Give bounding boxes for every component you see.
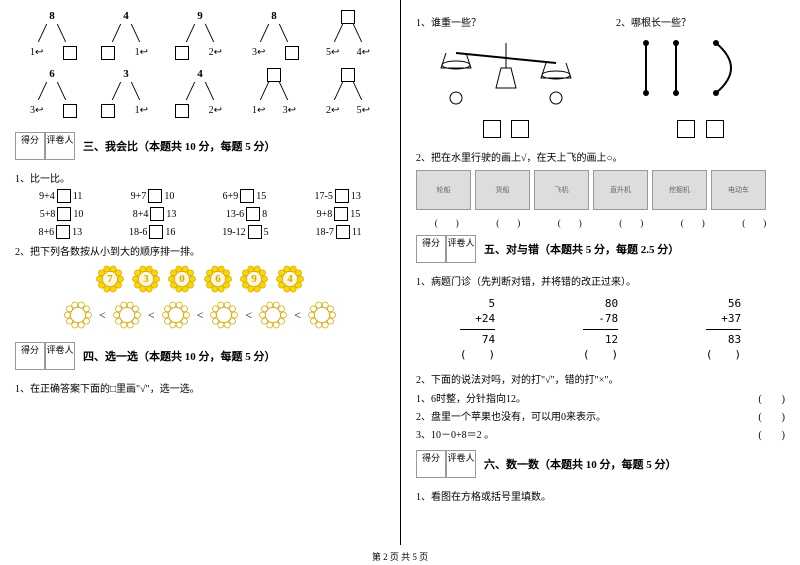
section-3-title: 三、我会比（本题共 10 分，每题 5 分）: [83, 138, 276, 154]
flower-number: 6: [203, 264, 233, 294]
balance-icon: [416, 33, 596, 113]
number-tree: 5↩4↩: [318, 10, 378, 60]
number-tree: 92↩: [170, 10, 230, 60]
compare-item: 17-5 13: [314, 189, 360, 203]
flower-number: 4: [275, 264, 305, 294]
score-box: 得分 评卷人: [416, 235, 476, 263]
number-tree: 83↩: [244, 10, 304, 60]
vehicle-image: 飞机: [534, 170, 589, 210]
flower-number: 3: [131, 264, 161, 294]
number-tree: 31↩: [96, 68, 156, 118]
compare-item: 19-12 5: [222, 225, 268, 239]
number-tree: 63↩: [22, 68, 82, 118]
number-tree: 42↩: [170, 68, 230, 118]
section-6-q1: 1、看图在方格或括号里填数。: [416, 488, 785, 503]
section-4-title: 四、选一选（本题共 10 分，每题 5 分）: [83, 348, 276, 364]
math-problems: 5+2474( ) 80-7812( ) 56+3783( ): [416, 296, 785, 363]
grader-label: 评卷人: [45, 132, 75, 160]
score-box: 得分 评卷人: [15, 132, 75, 160]
flower-row: 730694: [15, 264, 385, 294]
grader-label: 评卷人: [446, 235, 476, 263]
section-6-header: 得分 评卷人 六、数一数（本题共 10 分，每题 5 分）: [416, 444, 785, 484]
true-false-area: 1、6时整，分针指向12。( ) 2、盘里一个苹果也没有，可以用0来表示。( ) 3…: [416, 390, 785, 441]
score-label: 得分: [15, 342, 45, 370]
section-4-header: 得分 评卷人 四、选一选（本题共 10 分，每题 5 分）: [15, 336, 385, 376]
number-tree: 81↩: [22, 10, 82, 60]
grader-label: 评卷人: [45, 342, 75, 370]
number-tree: 1↩3↩: [244, 68, 304, 118]
section-3-q1: 1、比一比。: [15, 170, 385, 185]
top-questions: 1、谁重一些？ 2、哪根长一些？: [416, 10, 785, 145]
compare-item: 13-6 8: [226, 207, 267, 221]
score-label: 得分: [416, 450, 446, 478]
compare-item: 8+4 13: [133, 207, 177, 221]
true-false-item: 1、6时整，分针指向12。( ): [416, 390, 785, 405]
tree-row-2: 63↩ 31↩ 42↩ 1↩3↩ 2↩5↩: [15, 68, 385, 118]
compare-area: 9+4 11 9+7 10 6+9 15 17-5 13 5+8 10 8+4 13 13-…: [15, 189, 385, 239]
vehicle-image: 挖掘机: [652, 170, 707, 210]
flower-blank[interactable]: [307, 300, 337, 330]
q2-text: 2、哪根长一些？: [616, 14, 785, 29]
q1-text: 1、谁重一些？: [416, 14, 596, 29]
flower-number: 9: [239, 264, 269, 294]
math-problem: 80-7812( ): [583, 296, 618, 363]
length-answers: [616, 116, 785, 145]
length-question: 2、哪根长一些？: [616, 10, 785, 145]
grader-label: 评卷人: [446, 450, 476, 478]
section-5-header: 得分 评卷人 五、对与错（本题共 5 分，每题 2.5 分）: [416, 229, 785, 269]
weight-answers: [416, 116, 596, 145]
vehicle-image: 直升机: [593, 170, 648, 210]
vehicles-row: 轮船货船飞机直升机挖掘机电动车: [416, 170, 785, 210]
answer-box[interactable]: [677, 120, 695, 138]
section-5-q1: 1、病题门诊（先判断对错，并将错的改正过来）。: [416, 273, 785, 288]
compare-item: 18-6 16: [129, 225, 175, 239]
section-5-title: 五、对与错（本题共 5 分，每题 2.5 分）: [484, 241, 679, 257]
number-tree: 2↩5↩: [318, 68, 378, 118]
score-label: 得分: [15, 132, 45, 160]
section-4-q1: 1、在正确答案下面的□里画"√"，选一选。: [15, 380, 385, 395]
flower-blank[interactable]: [209, 300, 239, 330]
left-column: 81↩ 41↩ 92↩ 83↩ 5↩4↩ 63↩ 31↩ 42↩ 1↩3↩ 2↩5↩ 得分 评卷…: [0, 0, 400, 545]
q2b-text: 2、把在水里行驶的画上√，在天上飞的画上○。: [416, 149, 785, 164]
vehicle-image: 轮船: [416, 170, 471, 210]
flower-number: 7: [95, 264, 125, 294]
answer-box[interactable]: [483, 120, 501, 138]
true-false-item: 3、10－0+8＝2 。( ): [416, 426, 785, 441]
page-footer: 第 2 页 共 5 页: [0, 550, 800, 563]
score-label: 得分: [416, 235, 446, 263]
lines-icon: [616, 33, 756, 113]
flower-number: 0: [167, 264, 197, 294]
compare-item: 18-7 11: [316, 225, 362, 239]
math-problem: 56+3783( ): [706, 296, 741, 363]
score-box: 得分 评卷人: [15, 342, 75, 370]
tree-row-1: 81↩ 41↩ 92↩ 83↩ 5↩4↩: [15, 10, 385, 60]
compare-item: 5+8 10: [40, 207, 84, 221]
score-box: 得分 评卷人: [416, 450, 476, 478]
math-problem: 5+2474( ): [460, 296, 495, 363]
section-6-title: 六、数一数（本题共 10 分，每题 5 分）: [484, 456, 677, 472]
flower-compare-row: <<<<<: [15, 300, 385, 330]
answer-box[interactable]: [706, 120, 724, 138]
flower-blank[interactable]: [258, 300, 288, 330]
vehicle-image: 货船: [475, 170, 530, 210]
compare-item: 6+9 15: [223, 189, 267, 203]
right-column: 1、谁重一些？ 2、哪根长一些？ 2、把在水里行驶的画上√，在天上: [400, 0, 800, 545]
flower-blank[interactable]: [63, 300, 93, 330]
weight-question: 1、谁重一些？: [416, 10, 596, 145]
flower-blank[interactable]: [161, 300, 191, 330]
compare-item: 9+4 11: [39, 189, 82, 203]
section-3-q2: 2、把下列各数按从小到大的顺序排一排。: [15, 243, 385, 258]
section-5-q2: 2、下面的说法对吗，对的打"√"，错的打"×"。: [416, 371, 785, 386]
compare-item: 8+6 13: [38, 225, 82, 239]
section-3-header: 得分 评卷人 三、我会比（本题共 10 分，每题 5 分）: [15, 126, 385, 166]
flower-blank[interactable]: [112, 300, 142, 330]
vehicle-image: 电动车: [711, 170, 766, 210]
compare-item: 9+7 10: [131, 189, 175, 203]
number-tree: 41↩: [96, 10, 156, 60]
compare-item: 9+8 15: [317, 207, 361, 221]
true-false-item: 2、盘里一个苹果也没有，可以用0来表示。( ): [416, 408, 785, 423]
vehicle-labels: ( )( )( )( )( )( ): [416, 216, 785, 229]
answer-box[interactable]: [511, 120, 529, 138]
